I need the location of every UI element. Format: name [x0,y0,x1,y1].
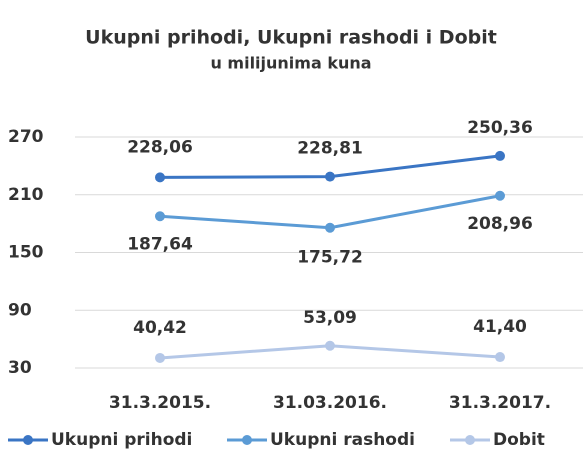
data-point [495,150,505,161]
y-tick-label: 270 [8,127,44,147]
data-point [155,172,165,183]
data-point [155,211,165,222]
data-point [495,352,505,363]
chart-subtitle: u milijunima kuna [210,54,371,73]
y-tick-label: 150 [8,243,44,263]
x-tick-label: 31.03.2016. [273,393,387,413]
data-label: 53,09 [303,308,357,328]
data-label: 40,42 [133,318,187,338]
data-label: 228,06 [127,137,193,157]
data-point [495,190,505,201]
data-label: 250,36 [467,118,533,138]
data-label: 41,40 [473,317,527,337]
data-point [325,340,335,351]
legend-label: Dobit [493,430,545,450]
data-point [155,352,165,363]
y-tick-label: 30 [8,358,32,378]
data-point [325,171,335,182]
chart-title: Ukupni prihodi, Ukupni rashodi i Dobit [85,27,497,49]
y-tick-label: 210 [8,185,44,205]
y-tick-label: 90 [8,300,32,320]
data-label: 187,64 [127,234,193,254]
legend-label: Ukupni rashodi [270,430,415,450]
legend-marker [242,435,252,445]
legend-label: Ukupni prihodi [51,430,192,450]
data-label: 175,72 [297,248,363,268]
data-point [325,222,335,233]
x-tick-label: 31.3.2017. [449,393,551,413]
x-tick-label: 31.3.2015. [109,393,211,413]
legend-marker [23,435,33,445]
legend-marker [465,435,475,445]
data-label: 208,96 [467,214,533,234]
data-label: 228,81 [297,139,363,159]
